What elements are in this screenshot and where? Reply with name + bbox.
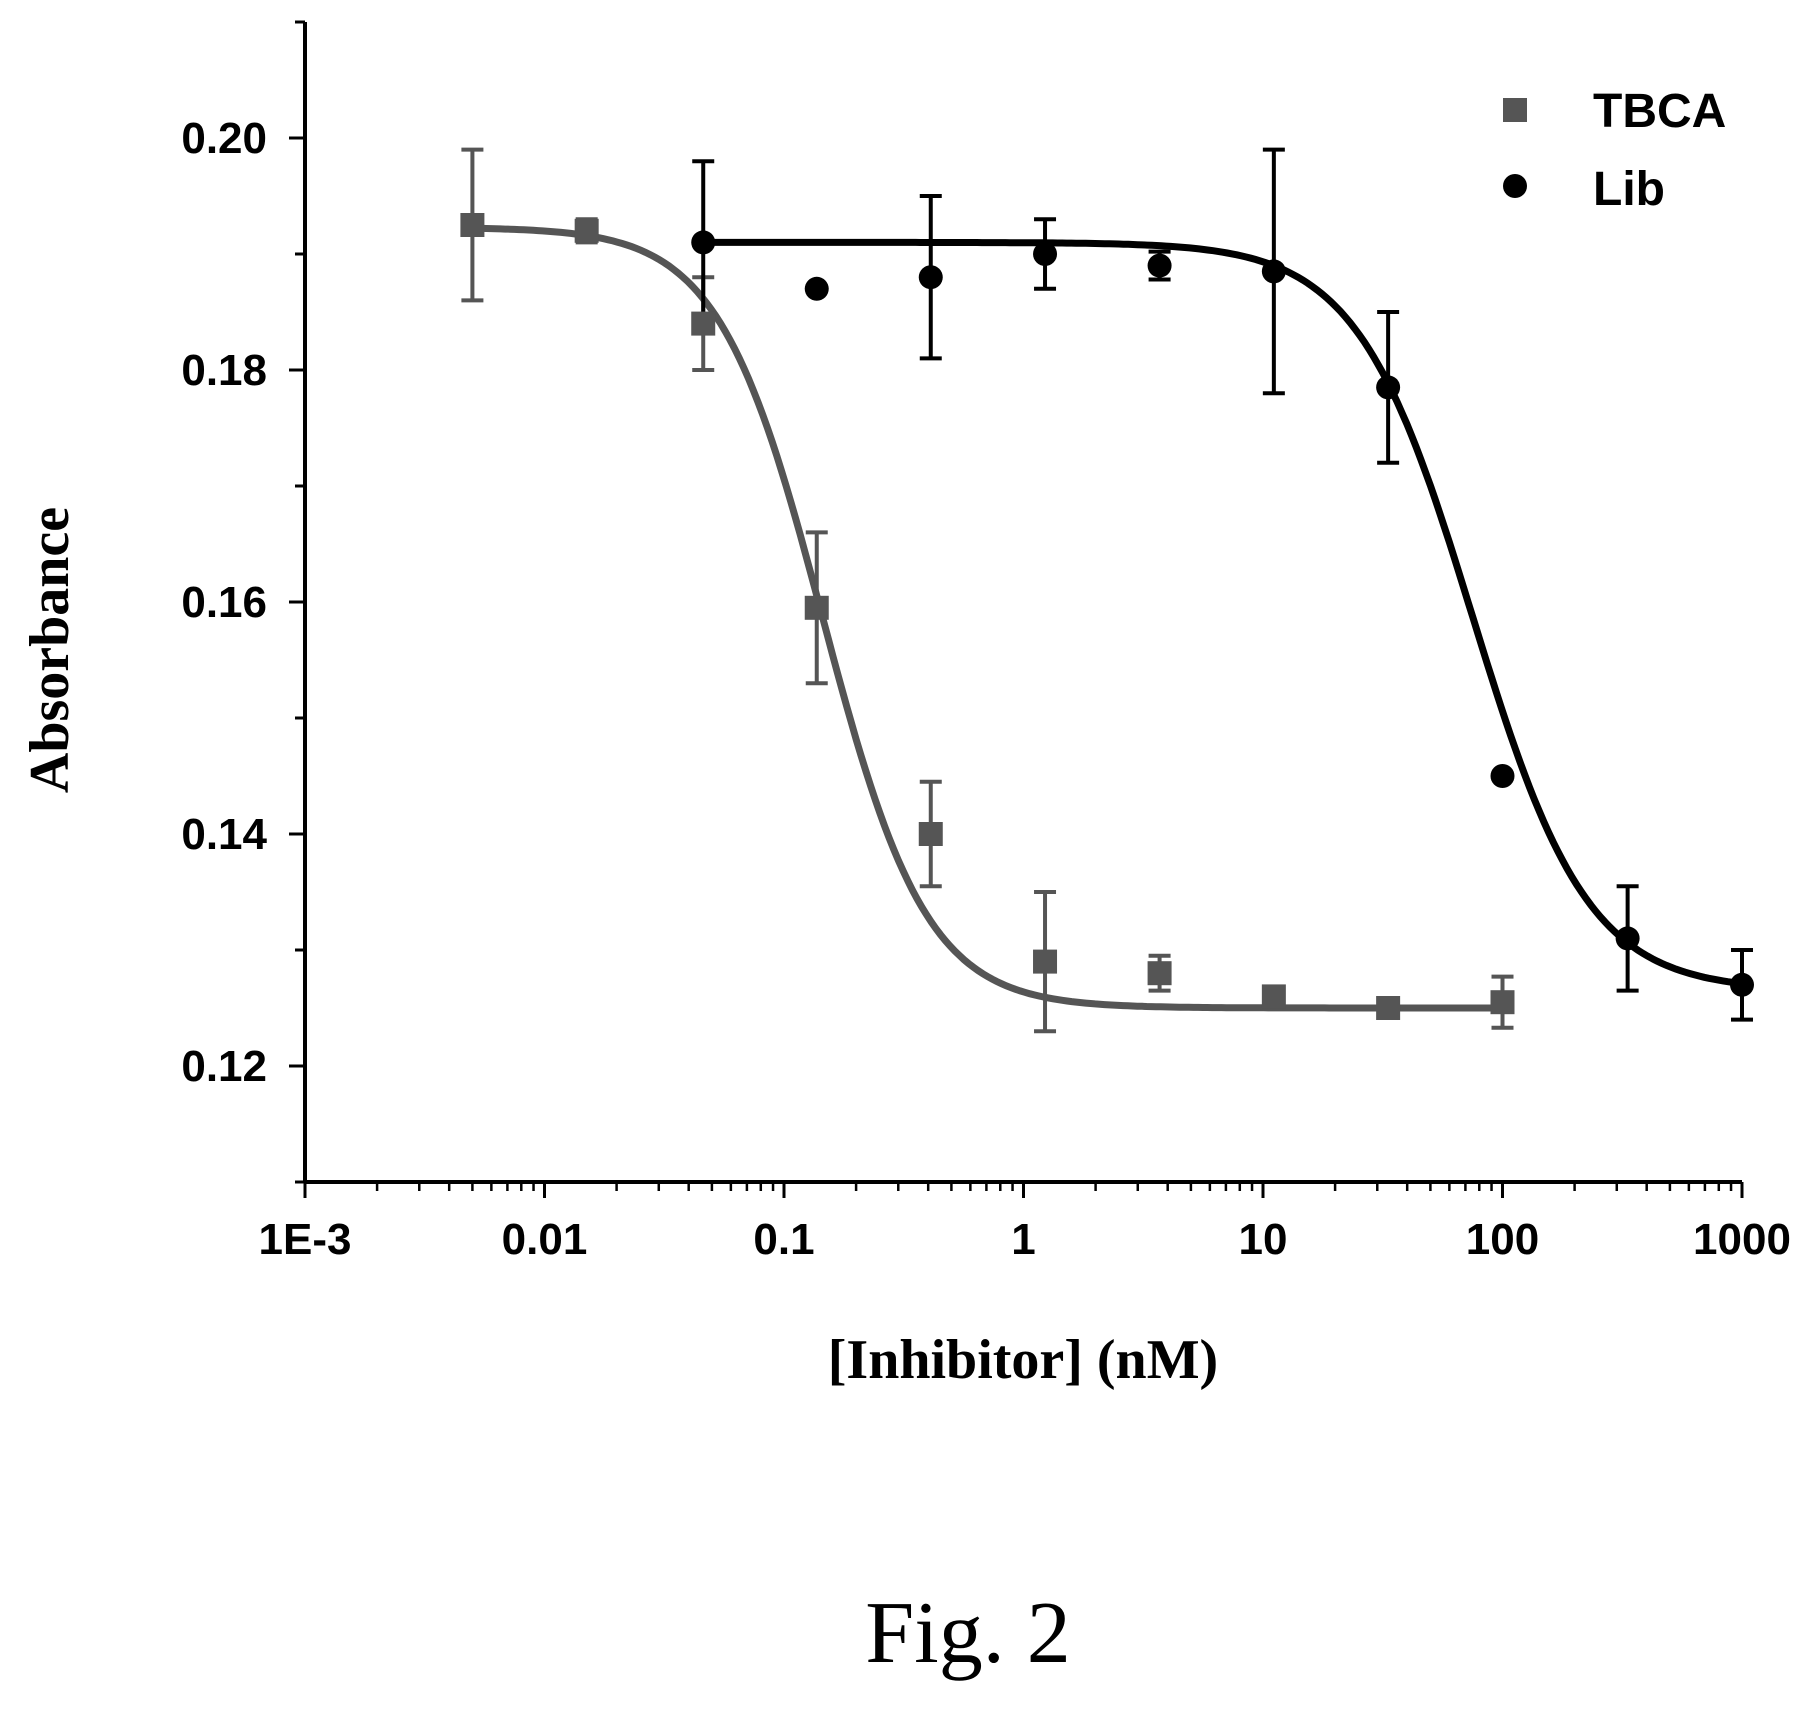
- error-bars: [461, 147, 1753, 1034]
- legend-label-tbca: TBCA: [1593, 85, 1726, 138]
- data-markers: [460, 213, 1754, 1020]
- y-tick-label: 0.12: [181, 1042, 267, 1091]
- data-point-tbca: [1490, 990, 1515, 1015]
- data-point-lib: [1261, 259, 1286, 284]
- data-point-lib: [1615, 926, 1640, 951]
- data-point-tbca: [918, 822, 943, 846]
- fit-curve-tbca: [472, 224, 1503, 1012]
- data-point-lib: [1033, 242, 1058, 266]
- data-point-lib: [691, 230, 716, 255]
- y-axis-title: Absorbance: [19, 507, 81, 793]
- data-point-lib: [1147, 253, 1172, 278]
- data-point-tbca: [460, 213, 485, 237]
- x-tick-label: 1: [1011, 1215, 1035, 1264]
- x-ticks: 1E-3 0.01 0.1 1 10 100 1000: [259, 1182, 1791, 1264]
- x-tick-label: 0.1: [753, 1215, 814, 1264]
- legend-marker-tbca: [1503, 98, 1527, 122]
- y-tick-label: 0.16: [181, 578, 267, 627]
- y-tick-label: 0.18: [181, 346, 267, 395]
- data-point-tbca: [1147, 961, 1172, 986]
- x-tick-label: 0.01: [502, 1215, 588, 1264]
- data-point-tbca: [1261, 984, 1286, 1009]
- data-point-tbca: [1376, 996, 1401, 1020]
- data-point-tbca: [574, 218, 599, 243]
- data-point-tbca: [804, 595, 829, 620]
- data-point-lib: [1490, 764, 1515, 788]
- y-tick-label: 0.14: [181, 810, 267, 859]
- data-point-lib: [804, 276, 829, 301]
- data-point-lib: [918, 265, 943, 290]
- x-tick-label: 100: [1466, 1215, 1539, 1264]
- fit-curves: [472, 224, 1743, 1012]
- x-axis-title: [Inhibitor] (nM): [828, 1329, 1218, 1391]
- data-point-lib: [1376, 375, 1401, 400]
- y-ticks: 0.12 0.14 0.16 0.18 0.20: [181, 20, 305, 1184]
- x-tick-label: 1E-3: [259, 1215, 352, 1264]
- legend: TBCA Lib: [1503, 85, 1726, 216]
- data-point-tbca: [1033, 949, 1058, 974]
- y-tick-label: 0.20: [181, 114, 267, 163]
- x-tick-label: 10: [1239, 1215, 1288, 1264]
- data-point-lib: [1730, 972, 1754, 997]
- plot-area: 0.12 0.14 0.16 0.18 0.20 1E-3 0.01 0.1 1 10 100 10…: [181, 20, 1791, 1264]
- fit-curve-lib: [703, 238, 1743, 988]
- data-point-tbca: [691, 311, 716, 336]
- legend-marker-lib: [1503, 174, 1527, 198]
- figure-caption: Fig. 2: [865, 1585, 1070, 1682]
- x-tick-label: 1000: [1693, 1215, 1791, 1264]
- legend-label-lib: Lib: [1593, 163, 1665, 216]
